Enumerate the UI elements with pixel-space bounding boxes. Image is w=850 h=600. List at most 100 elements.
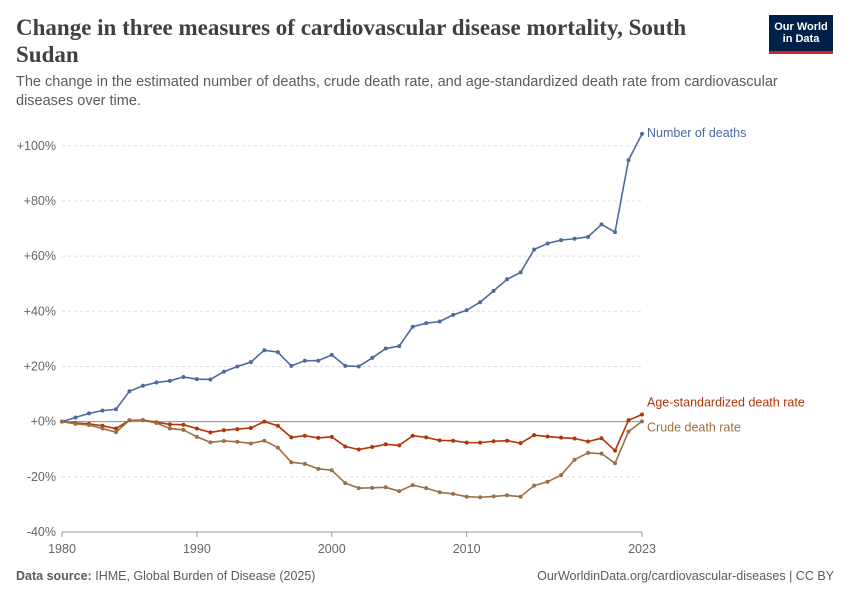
data-point[interactable] bbox=[356, 486, 361, 491]
data-point[interactable] bbox=[167, 422, 172, 427]
data-point[interactable] bbox=[532, 247, 537, 252]
data-point[interactable] bbox=[356, 447, 361, 452]
data-point[interactable] bbox=[451, 438, 456, 443]
series-line[interactable] bbox=[61, 133, 643, 423]
data-point[interactable] bbox=[329, 468, 334, 473]
data-point[interactable] bbox=[100, 408, 105, 413]
source-url-link[interactable]: OurWorldinData.org/cardiovascular-diseas… bbox=[537, 569, 834, 583]
data-point[interactable] bbox=[397, 443, 402, 448]
data-point[interactable] bbox=[181, 374, 186, 379]
data-point[interactable] bbox=[140, 418, 145, 423]
data-point[interactable] bbox=[410, 483, 415, 488]
data-point[interactable] bbox=[532, 483, 537, 488]
data-point[interactable] bbox=[154, 380, 159, 385]
data-point[interactable] bbox=[491, 288, 496, 293]
data-point[interactable] bbox=[343, 481, 348, 486]
data-point[interactable] bbox=[167, 426, 172, 431]
data-point[interactable] bbox=[60, 419, 64, 424]
data-point[interactable] bbox=[626, 418, 631, 423]
data-point[interactable] bbox=[397, 489, 402, 494]
data-point[interactable] bbox=[424, 435, 429, 440]
data-point[interactable] bbox=[356, 364, 361, 369]
data-point[interactable] bbox=[262, 438, 267, 443]
data-point[interactable] bbox=[424, 321, 429, 326]
data-point[interactable] bbox=[235, 439, 240, 444]
data-point[interactable] bbox=[302, 433, 307, 438]
data-point[interactable] bbox=[329, 434, 334, 439]
data-point[interactable] bbox=[451, 491, 456, 496]
series-line[interactable] bbox=[61, 413, 643, 452]
data-point[interactable] bbox=[491, 494, 496, 499]
data-point[interactable] bbox=[451, 312, 456, 317]
data-point[interactable] bbox=[478, 300, 483, 305]
data-point[interactable] bbox=[370, 445, 375, 450]
owid-logo[interactable]: Our World in Data bbox=[769, 15, 833, 54]
data-point[interactable] bbox=[275, 445, 280, 450]
data-point[interactable] bbox=[316, 435, 321, 440]
data-point[interactable] bbox=[626, 158, 631, 163]
data-point[interactable] bbox=[437, 490, 442, 495]
data-point[interactable] bbox=[262, 348, 267, 353]
data-point[interactable] bbox=[518, 494, 523, 499]
data-point[interactable] bbox=[640, 412, 644, 417]
data-point[interactable] bbox=[221, 438, 226, 443]
data-point[interactable] bbox=[248, 441, 253, 446]
data-point[interactable] bbox=[154, 421, 159, 426]
data-point[interactable] bbox=[140, 383, 145, 388]
data-point[interactable] bbox=[302, 358, 307, 363]
data-point[interactable] bbox=[221, 428, 226, 433]
data-point[interactable] bbox=[316, 358, 321, 363]
data-point[interactable] bbox=[100, 423, 105, 428]
data-point[interactable] bbox=[248, 360, 253, 365]
data-point[interactable] bbox=[113, 430, 118, 435]
data-point[interactable] bbox=[113, 426, 118, 431]
data-point[interactable] bbox=[275, 423, 280, 428]
data-point[interactable] bbox=[248, 426, 253, 430]
data-point[interactable] bbox=[626, 429, 631, 434]
data-point[interactable] bbox=[383, 346, 388, 351]
data-point[interactable] bbox=[127, 389, 132, 394]
data-point[interactable] bbox=[289, 435, 294, 440]
data-point[interactable] bbox=[424, 486, 429, 491]
data-point[interactable] bbox=[586, 450, 591, 455]
data-point[interactable] bbox=[73, 421, 78, 426]
data-point[interactable] bbox=[518, 441, 523, 446]
data-point[interactable] bbox=[613, 448, 618, 453]
data-point[interactable] bbox=[262, 419, 267, 424]
data-point[interactable] bbox=[437, 319, 442, 324]
data-point[interactable] bbox=[235, 427, 240, 432]
data-point[interactable] bbox=[613, 230, 618, 235]
data-point[interactable] bbox=[464, 494, 469, 499]
data-point[interactable] bbox=[518, 270, 523, 275]
data-point[interactable] bbox=[599, 222, 604, 227]
data-point[interactable] bbox=[410, 433, 415, 438]
data-point[interactable] bbox=[194, 434, 199, 439]
data-point[interactable] bbox=[194, 426, 199, 431]
data-point[interactable] bbox=[640, 131, 644, 136]
data-point[interactable] bbox=[181, 427, 186, 432]
data-point[interactable] bbox=[505, 493, 510, 498]
data-point[interactable] bbox=[208, 377, 213, 382]
data-point[interactable] bbox=[289, 363, 294, 368]
data-point[interactable] bbox=[586, 439, 591, 444]
data-point[interactable] bbox=[73, 415, 78, 420]
data-point[interactable] bbox=[397, 344, 402, 349]
data-point[interactable] bbox=[221, 369, 226, 374]
data-point[interactable] bbox=[505, 277, 510, 282]
data-point[interactable] bbox=[167, 378, 172, 383]
data-point[interactable] bbox=[532, 433, 537, 438]
data-point[interactable] bbox=[464, 440, 469, 445]
data-point[interactable] bbox=[572, 236, 577, 241]
data-point[interactable] bbox=[545, 434, 550, 439]
data-point[interactable] bbox=[86, 411, 91, 416]
data-point[interactable] bbox=[370, 355, 375, 360]
data-point[interactable] bbox=[559, 435, 564, 440]
data-point[interactable] bbox=[572, 457, 577, 462]
data-point[interactable] bbox=[640, 419, 644, 424]
data-point[interactable] bbox=[289, 460, 294, 465]
data-point[interactable] bbox=[127, 418, 132, 423]
data-point[interactable] bbox=[100, 426, 105, 431]
data-point[interactable] bbox=[559, 473, 564, 478]
data-point[interactable] bbox=[329, 352, 334, 357]
data-point[interactable] bbox=[437, 438, 442, 443]
